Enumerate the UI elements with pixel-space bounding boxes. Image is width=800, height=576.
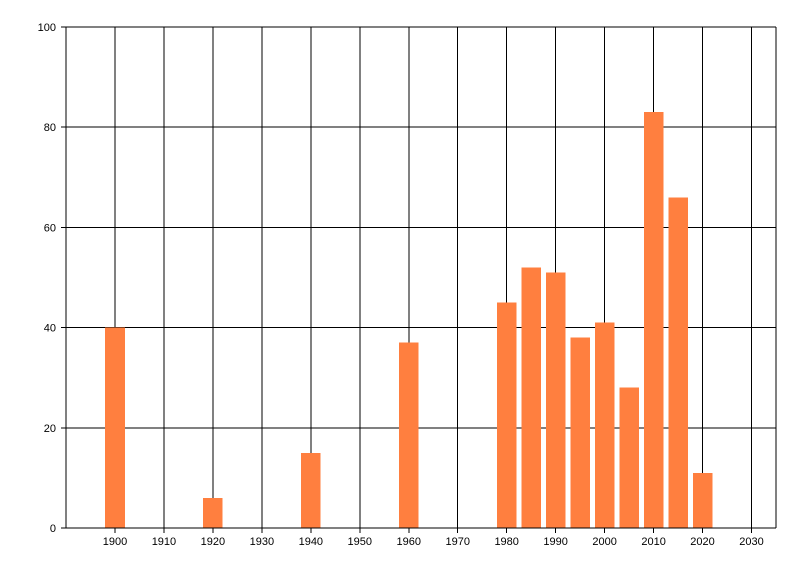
x-tick-label: 1930	[250, 536, 274, 548]
x-tick-label: 1980	[494, 536, 518, 548]
grid-lines	[66, 26, 777, 529]
x-tick-label: 1920	[201, 536, 225, 548]
bar	[496, 302, 517, 528]
bar	[668, 197, 688, 528]
x-tick-label: 2010	[641, 536, 665, 548]
x-tick-label: 1940	[299, 536, 323, 548]
x-tick-label: 1970	[445, 536, 469, 548]
bar	[594, 322, 615, 528]
bar	[619, 387, 639, 528]
x-tick-labels: 1900 1910 1920 1930 1940 1950 1960 1970 1980 1990…	[103, 528, 764, 548]
y-tick-label: 60	[44, 222, 56, 234]
bar	[398, 342, 419, 528]
x-tick-label: 1990	[543, 536, 567, 548]
x-tick-label: 1960	[397, 536, 421, 548]
bar	[203, 497, 223, 528]
axes	[65, 27, 776, 529]
y-tick-label: 20	[44, 423, 56, 435]
bar	[105, 327, 125, 528]
x-tick-label: 2000	[592, 536, 616, 548]
y-tick-labels: 0 20 40 60 80 100	[38, 22, 66, 535]
x-tick-label: 1950	[348, 536, 372, 548]
bar	[545, 272, 566, 528]
bar	[521, 267, 541, 528]
x-tick-label: 1900	[103, 536, 127, 548]
y-tick-label: 80	[44, 122, 56, 134]
y-tick-label: 40	[44, 323, 56, 335]
bar	[643, 112, 664, 529]
bars	[105, 112, 713, 529]
y-tick-label: 100	[38, 22, 56, 34]
x-tick-label: 2020	[690, 536, 714, 548]
x-tick-label: 1910	[152, 536, 176, 548]
y-tick-label: 0	[50, 523, 56, 535]
bar	[692, 472, 713, 528]
bar	[570, 337, 590, 528]
x-tick-label: 2030	[739, 536, 763, 548]
bar	[301, 452, 321, 528]
